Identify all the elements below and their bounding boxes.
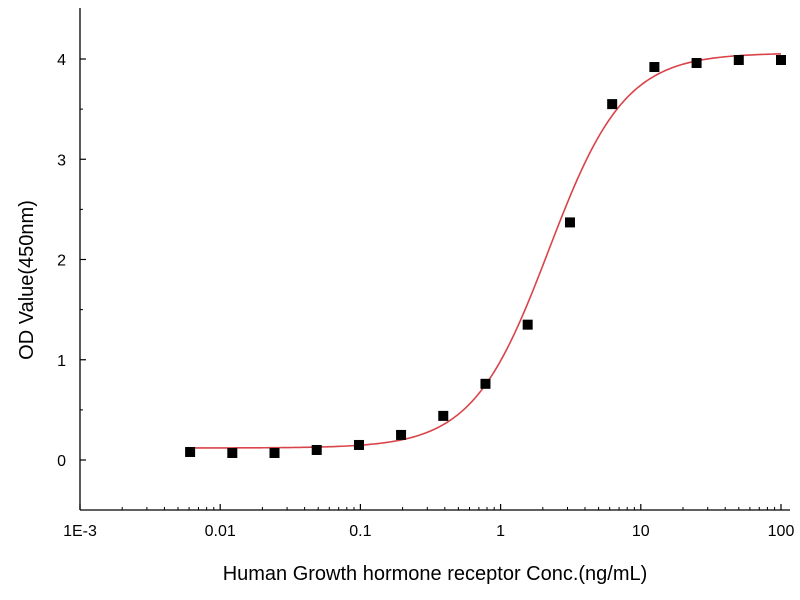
data-point — [438, 410, 449, 421]
y-tick-label: 2 — [57, 253, 66, 270]
y-axis-title: OD Value(450nm) — [16, 200, 38, 360]
x-tick-label: 1 — [496, 523, 505, 540]
x-axis-ticks: 1E-3 0.01 0.1 1 10 100 — [63, 504, 794, 540]
x-tick-label: 10 — [632, 523, 650, 540]
y-tick-label: 1 — [57, 353, 66, 370]
data-point — [269, 447, 280, 458]
x-tick-label: 100 — [768, 523, 795, 540]
data-point — [776, 55, 786, 66]
plot-frame — [79, 8, 790, 511]
y-tick-label: 4 — [57, 52, 66, 69]
data-point — [480, 378, 491, 389]
x-axis-title: Human Growth hormone receptor Conc.(ng/m… — [223, 563, 648, 585]
data-point — [311, 444, 322, 455]
data-point — [607, 99, 618, 110]
data-point — [649, 62, 660, 73]
data-point — [185, 446, 196, 457]
y-axis-ticks: 0 1 2 3 4 — [57, 52, 86, 470]
data-points — [185, 55, 786, 458]
x-tick-label: 0.1 — [349, 523, 371, 540]
data-point — [227, 447, 238, 458]
data-point — [396, 429, 407, 440]
y-tick-label: 0 — [57, 453, 66, 470]
fit-curve — [189, 53, 782, 449]
data-point — [733, 55, 744, 66]
data-point — [564, 217, 575, 228]
data-point — [522, 319, 533, 330]
data-point — [691, 58, 702, 69]
x-tick-label: 0.01 — [205, 523, 236, 540]
data-point — [353, 439, 364, 450]
x-tick-label: 1E-3 — [63, 523, 97, 540]
y-tick-label: 3 — [57, 152, 66, 169]
